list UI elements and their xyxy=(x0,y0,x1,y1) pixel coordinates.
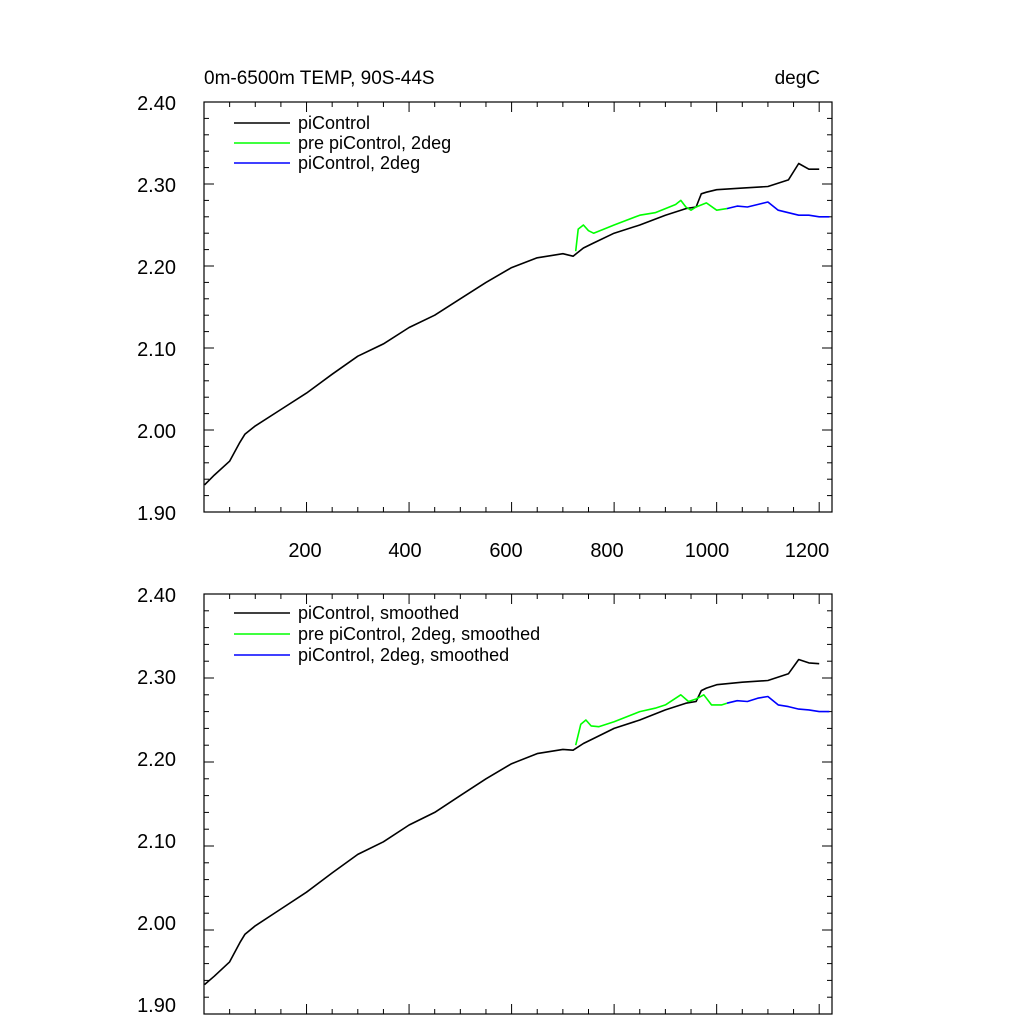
top-y-tick-label: 2.20 xyxy=(137,257,176,279)
top-x-tick-label: 1200 xyxy=(785,540,830,562)
top-y-tick-label: 2.40 xyxy=(137,93,176,115)
bottom-y-tick-label: 2.30 xyxy=(137,667,176,689)
bottom-legend-label: piControl, smoothed xyxy=(298,603,459,623)
bottom-y-tick-label: 2.00 xyxy=(137,913,176,935)
top-x-tick-label: 800 xyxy=(590,540,623,562)
bottom-y-tick-label: 2.10 xyxy=(137,831,176,853)
top-x-tick-label: 200 xyxy=(288,540,321,562)
top-legend: piControl pre piControl, 2deg piControl,… xyxy=(234,113,451,173)
bottom-y-tick-label: 2.20 xyxy=(137,749,176,771)
top-axis-ticks xyxy=(204,101,832,513)
top-x-tick-label: 1000 xyxy=(685,540,730,562)
top-x-tick-label: 400 xyxy=(388,540,421,562)
bottom-plot-frame xyxy=(203,593,833,1015)
bottom-series-picontrol-2deg-smoothed xyxy=(726,695,830,713)
top-y-tick-label: 2.10 xyxy=(137,339,176,361)
top-plot-frame xyxy=(203,101,833,513)
top-chart-units: degC xyxy=(775,68,820,89)
top-series-picontrol-2deg xyxy=(726,201,830,218)
top-y-tick-label: 2.00 xyxy=(137,421,176,443)
top-legend-label: piControl, 2deg xyxy=(298,153,420,173)
bottom-y-tick-label: 2.40 xyxy=(137,585,176,607)
top-series-lines xyxy=(203,162,830,486)
bottom-series-lines xyxy=(203,658,830,986)
bottom-legend: piControl, smoothed pre piControl, 2deg,… xyxy=(234,603,540,665)
top-panel: 0m-6500m TEMP, 90S-44S degC 2.40 2.30 2.… xyxy=(137,68,833,562)
top-series-pre-picontrol-2deg xyxy=(574,199,728,252)
bottom-series-pre-picontrol-2deg-smoothed xyxy=(574,693,728,746)
bottom-panel: 2.40 2.30 2.20 2.10 2.00 1.90 piControl,… xyxy=(137,585,833,1017)
bottom-axis-ticks xyxy=(204,593,832,1015)
bottom-y-tick-label: 1.90 xyxy=(137,995,176,1017)
top-x-tick-label: 600 xyxy=(489,540,522,562)
top-series-picontrol xyxy=(203,162,820,486)
bottom-legend-label: pre piControl, 2deg, smoothed xyxy=(298,624,540,644)
top-legend-label: pre piControl, 2deg xyxy=(298,133,451,153)
top-legend-label: piControl xyxy=(298,113,370,133)
top-y-tick-label: 1.90 xyxy=(137,503,176,525)
bottom-series-picontrol-smoothed xyxy=(203,658,820,986)
top-chart-title: 0m-6500m TEMP, 90S-44S xyxy=(204,68,435,89)
top-y-tick-label: 2.30 xyxy=(137,175,176,197)
bottom-legend-label: piControl, 2deg, smoothed xyxy=(298,645,509,665)
